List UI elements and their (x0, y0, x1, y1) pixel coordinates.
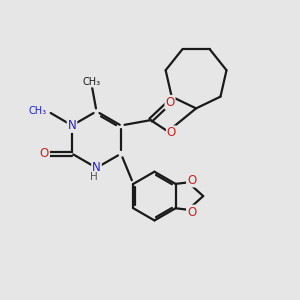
Text: O: O (40, 147, 49, 160)
Text: O: O (167, 126, 176, 140)
Text: O: O (187, 206, 196, 219)
Text: O: O (187, 173, 196, 187)
Text: O: O (165, 96, 175, 109)
Text: H: H (90, 172, 98, 182)
Text: CH₃: CH₃ (83, 76, 101, 87)
Text: N: N (68, 119, 76, 132)
Text: CH₃: CH₃ (29, 106, 47, 116)
Text: N: N (92, 161, 101, 174)
